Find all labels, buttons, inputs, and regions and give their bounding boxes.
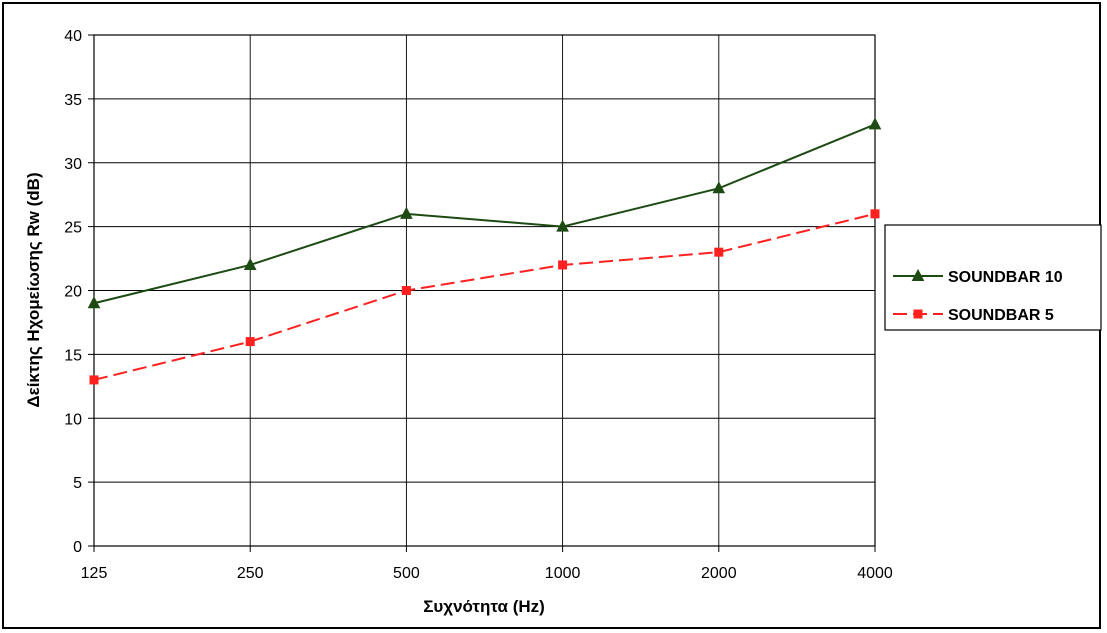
y-tick-label: 20 [64, 284, 82, 301]
y-axis-ticks: 0 5 10 15 20 25 30 35 40 [64, 28, 94, 556]
data-point-triangle-marker [243, 257, 257, 270]
data-point-square-marker [89, 375, 99, 385]
data-point-triangle-marker [712, 181, 726, 194]
series-group [87, 117, 882, 385]
x-tick-label: 250 [237, 565, 264, 582]
y-tick-label: 5 [73, 475, 82, 492]
x-tick-label: 4000 [857, 565, 893, 582]
series-line-soundbar-5 [93, 212, 876, 381]
data-point-triangle-marker [556, 219, 569, 232]
legend: SOUNDBAR 10 SOUNDBAR 5 [884, 224, 1102, 331]
series-line-soundbar-10 [93, 123, 876, 305]
x-axis-ticks: 125 250 500 1000 2000 4000 [81, 546, 893, 582]
series-soundbar-10 [87, 117, 882, 309]
legend-label: SOUNDBAR 5 [948, 307, 1054, 324]
legend-item: SOUNDBAR 5 [893, 307, 1054, 324]
series-soundbar-5 [89, 209, 880, 385]
y-tick-label: 10 [64, 411, 82, 428]
legend-triangle-marker [911, 268, 925, 281]
y-tick-label: 35 [64, 92, 82, 109]
y-axis-title: Δείκτης Ηχομείωσης Rw (dB) [24, 172, 43, 407]
y-tick-label: 15 [64, 347, 82, 364]
y-tick-label: 30 [64, 156, 82, 173]
legend-label: SOUNDBAR 10 [948, 269, 1063, 286]
x-tick-label: 125 [81, 565, 108, 582]
x-tick-label: 2000 [701, 565, 737, 582]
data-point-triangle-marker [87, 296, 101, 309]
y-tick-label: 40 [64, 28, 82, 45]
legend-item: SOUNDBAR 10 [893, 268, 1063, 286]
data-point-square-marker [401, 286, 411, 295]
data-point-square-marker [245, 337, 255, 347]
x-axis-title: Συχνότητα (Hz) [423, 597, 545, 616]
data-point-square-marker [870, 209, 880, 219]
y-tick-label: 25 [64, 220, 82, 237]
data-point-square-marker [714, 247, 724, 257]
data-point-triangle-marker [400, 206, 413, 219]
y-tick-label: 0 [73, 539, 82, 556]
data-point-square-marker [558, 260, 568, 270]
x-tick-label: 500 [393, 565, 420, 582]
data-point-triangle-marker [868, 117, 882, 130]
x-tick-label: 1000 [545, 565, 581, 582]
legend-square-marker [913, 309, 923, 319]
